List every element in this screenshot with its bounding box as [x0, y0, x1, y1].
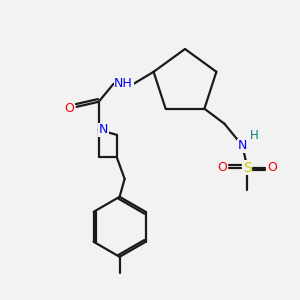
Text: N: N [99, 123, 108, 136]
Text: O: O [218, 161, 227, 174]
Text: S: S [243, 161, 252, 175]
Text: NH: NH [114, 77, 133, 90]
Text: O: O [65, 102, 75, 115]
Text: O: O [268, 161, 277, 174]
Text: N: N [238, 139, 247, 152]
Text: H: H [250, 129, 259, 142]
